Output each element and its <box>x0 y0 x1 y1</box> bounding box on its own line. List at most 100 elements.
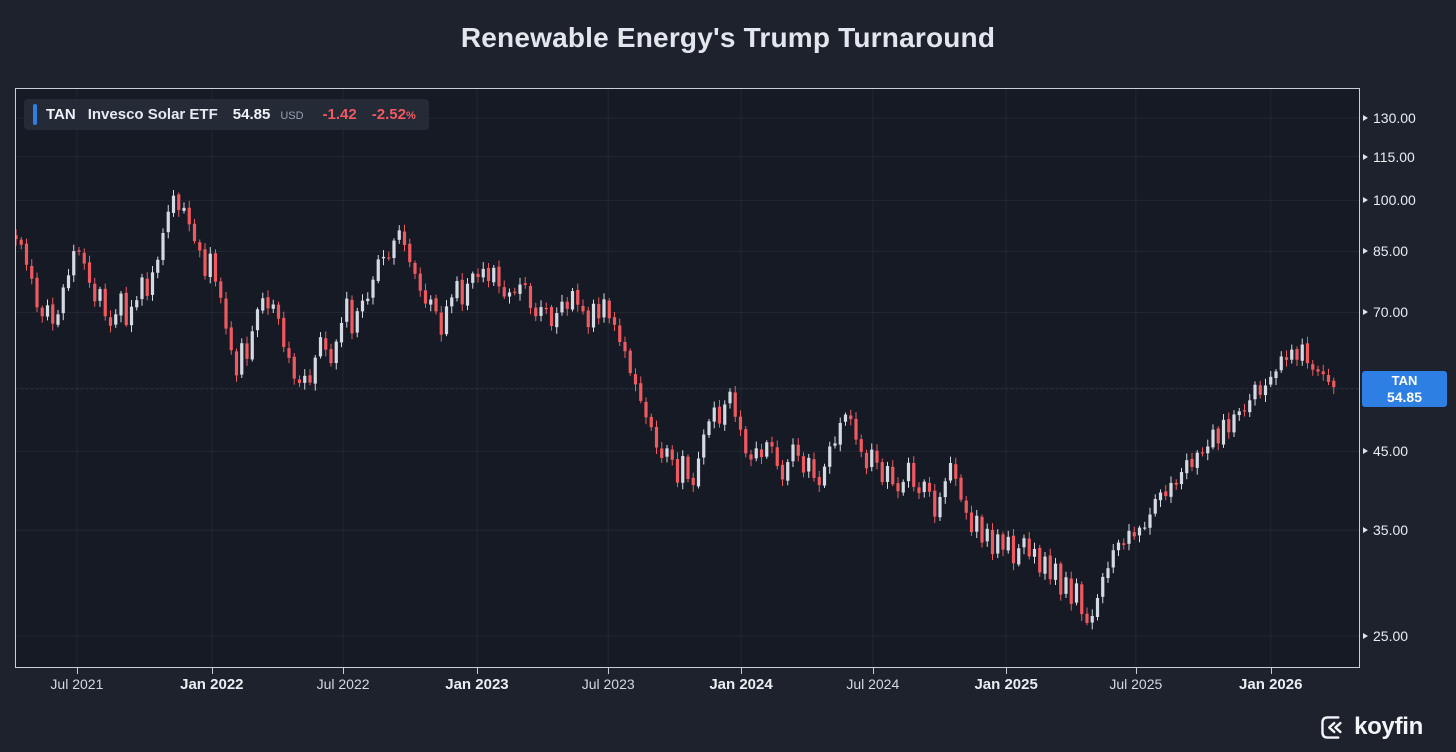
candle-body <box>933 490 937 517</box>
candle-body <box>733 392 737 417</box>
candle-body <box>1295 349 1299 360</box>
y-tick-arrow <box>1363 153 1368 160</box>
candle-body <box>1221 419 1226 445</box>
candle-body <box>612 317 617 325</box>
candle-body <box>649 416 653 428</box>
candle-body <box>1232 414 1236 433</box>
candle-body <box>30 266 34 279</box>
candle-body <box>1248 400 1252 413</box>
candle-body <box>1258 385 1262 395</box>
candle-body <box>371 279 375 298</box>
x-tick-label: Jan 2023 <box>445 676 509 693</box>
candle-body <box>271 304 275 309</box>
candle-body <box>523 283 527 285</box>
candle-body <box>817 476 821 486</box>
candle-body <box>45 305 50 317</box>
candle-body <box>1169 482 1173 497</box>
candle-body <box>1216 428 1220 444</box>
candle-body <box>350 299 354 334</box>
candle-body <box>486 267 491 282</box>
candle-body <box>1137 527 1142 536</box>
candle-body <box>402 231 407 246</box>
candle-body <box>633 374 638 385</box>
candle-body <box>518 284 522 294</box>
candle-body <box>1321 371 1325 375</box>
candle-body <box>1085 613 1089 623</box>
candle-body <box>560 301 564 313</box>
candle-body <box>24 243 29 265</box>
y-tick-arrow <box>1363 633 1368 639</box>
y-tick-label: 35.00 <box>1373 522 1409 539</box>
koyfin-wordmark: koyfin <box>1354 713 1423 740</box>
candle-body <box>854 418 858 440</box>
candle-body <box>954 464 958 479</box>
ticker-legend[interactable]: TAN Invesco Solar ETF 54.85 USD -1.42 -2… <box>24 99 429 130</box>
candle-body <box>61 287 65 314</box>
candle-body <box>1048 555 1052 580</box>
candle-body <box>1300 344 1304 361</box>
candle-body <box>691 477 695 486</box>
candle-body <box>717 406 722 424</box>
candle-body <box>450 297 454 307</box>
candle-body <box>1179 472 1184 485</box>
y-tick-arrow <box>1363 115 1368 121</box>
candle-body <box>996 534 1000 554</box>
candle-body <box>208 253 212 277</box>
x-tick-mark <box>872 668 874 674</box>
candle-body <box>969 512 974 533</box>
x-tick-mark <box>741 668 743 674</box>
candle-body <box>108 317 113 326</box>
candle-body <box>355 311 359 333</box>
candle-body <box>618 325 622 343</box>
x-tick-label: Jan 2024 <box>709 676 773 693</box>
candle-body <box>875 450 879 463</box>
candle-body <box>1290 349 1294 360</box>
x-tick-mark <box>1006 668 1008 674</box>
candle-body <box>313 357 317 384</box>
candle-body <box>203 249 207 276</box>
y-tick-label: 45.00 <box>1373 443 1409 460</box>
candle-body <box>838 422 842 445</box>
candle-body <box>539 307 543 316</box>
candlestick-chart[interactable] <box>16 89 1359 667</box>
candle-body <box>1059 563 1063 595</box>
price-tag-ticker: TAN <box>1391 372 1418 388</box>
candle-body <box>975 515 979 532</box>
y-tick-label: 25.00 <box>1373 628 1409 644</box>
candle-body <box>1069 578 1073 604</box>
candle-body <box>959 477 963 500</box>
candle-body <box>124 292 128 326</box>
y-tick-label: 100.00 <box>1373 192 1416 209</box>
candle-body <box>234 351 239 376</box>
candle-body <box>828 446 832 467</box>
candle-body <box>1190 458 1194 467</box>
candle-body <box>843 414 848 422</box>
candle-body <box>833 443 837 446</box>
candle-body <box>1043 556 1047 574</box>
x-tick-label: Jan 2025 <box>974 676 1038 693</box>
candle-body <box>455 281 459 299</box>
candle-body <box>665 448 669 457</box>
candle-body <box>1022 538 1026 548</box>
legend-change: -1.42 <box>322 106 357 123</box>
candle-body <box>534 307 538 317</box>
candle-body <box>1111 550 1115 568</box>
candle-body <box>366 298 370 302</box>
candle-body <box>318 337 323 357</box>
candle-body <box>1132 532 1136 537</box>
candle-body <box>880 462 884 483</box>
candle-body <box>497 266 501 287</box>
plot-area[interactable] <box>15 88 1360 668</box>
candle-body <box>707 421 711 435</box>
candle-body <box>896 483 900 492</box>
legend-accent-bar <box>33 104 37 125</box>
candle-body <box>240 343 244 375</box>
candle-body <box>360 300 365 312</box>
candle-body <box>885 466 890 482</box>
candle-body <box>681 456 685 483</box>
x-tick-mark <box>1135 668 1137 674</box>
candle-body <box>901 482 905 493</box>
candle-body <box>670 449 674 460</box>
candle-body <box>471 273 475 283</box>
candle-body <box>150 272 155 295</box>
